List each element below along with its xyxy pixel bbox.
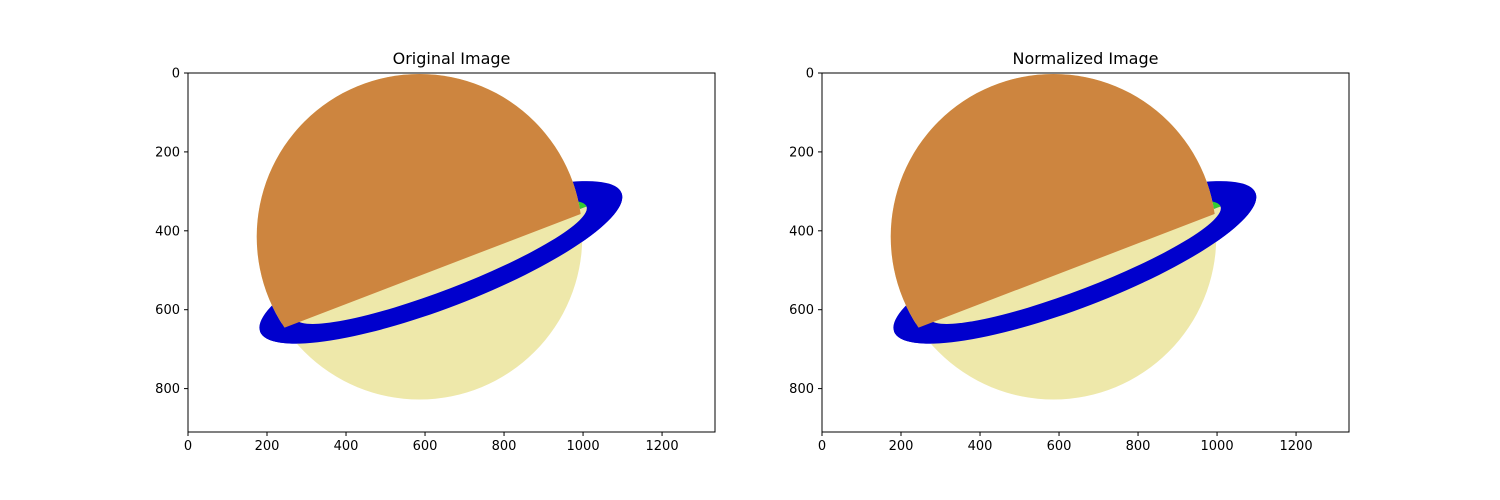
x-tick-label: 600: [413, 439, 438, 454]
y-tick-label: 0: [172, 67, 180, 82]
x-tick-label: 400: [334, 439, 359, 454]
x-tick-label: 1200: [646, 439, 679, 454]
x-tick-label: 600: [1047, 439, 1072, 454]
x-tick-label: 1000: [567, 439, 600, 454]
y-tick-label: 400: [155, 224, 180, 239]
y-tick-label: 600: [789, 303, 814, 318]
subplot-original: Original Image 0 200 400 600 800 1000 1200 0 20…: [155, 49, 716, 454]
x-tick-label: 1000: [1201, 439, 1234, 454]
x-tick-label: 0: [184, 439, 192, 454]
image-content: [890, 73, 1257, 400]
x-axis: 0 200 400 600 800 1000 1200: [184, 432, 679, 454]
x-tick-label: 200: [255, 439, 280, 454]
y-tick-label: 400: [789, 224, 814, 239]
y-axis: 0 200 400 600 800: [789, 67, 822, 397]
y-tick-label: 200: [155, 145, 180, 160]
image-content: [256, 73, 623, 400]
y-tick-label: 600: [155, 303, 180, 318]
y-tick-label: 200: [789, 145, 814, 160]
axes-frame: [821, 72, 1350, 433]
x-tick-label: 0: [818, 439, 826, 454]
x-tick-label: 1200: [1280, 439, 1313, 454]
x-tick-label: 400: [968, 439, 993, 454]
y-tick-label: 0: [806, 67, 814, 82]
y-tick-label: 800: [155, 382, 180, 397]
x-axis: 0 200 400 600 800 1000 1200: [818, 432, 1313, 454]
subplot-title: Original Image: [393, 49, 511, 68]
y-axis: 0 200 400 600 800: [155, 67, 188, 397]
subplot-normalized: Normalized Image 0 200 400 600 800 1000 1200 0…: [789, 49, 1350, 454]
y-tick-label: 800: [789, 382, 814, 397]
x-tick-label: 800: [1126, 439, 1151, 454]
x-tick-label: 800: [492, 439, 517, 454]
axes-frame: [187, 72, 716, 433]
subplot-title: Normalized Image: [1013, 49, 1159, 68]
x-tick-label: 200: [889, 439, 914, 454]
